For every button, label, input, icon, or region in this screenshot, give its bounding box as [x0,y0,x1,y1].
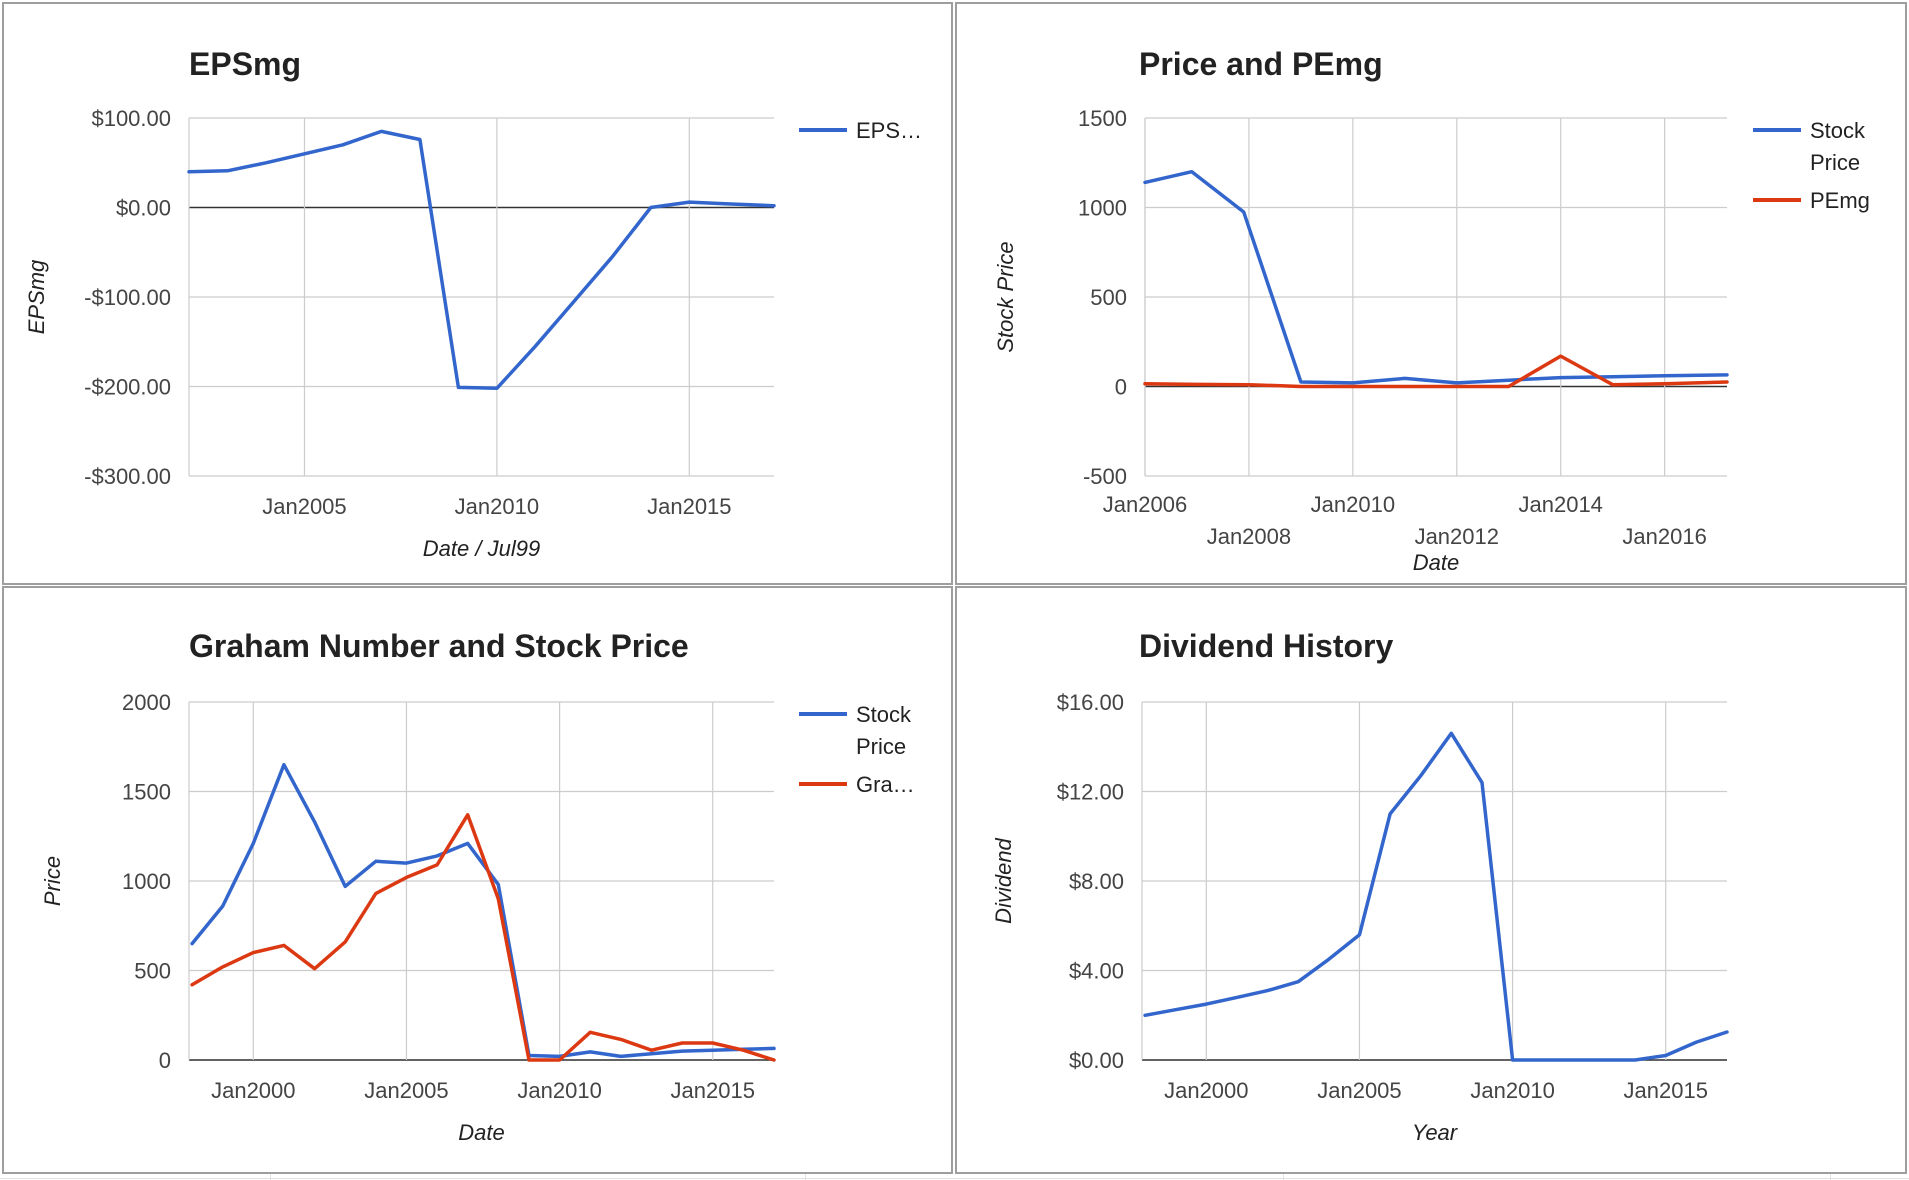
x-tick-label: Jan2015 [671,1078,755,1103]
y-tick-label: $8.00 [1069,869,1124,894]
y-tick-label: 1000 [122,869,171,894]
x-tick-label: Jan2010 [517,1078,601,1103]
chart-title: Dividend History [1139,628,1394,664]
series-line-0 [1143,169,1729,385]
x-tick-label: Jan2010 [455,494,539,519]
chart-price-pemg-plot: -500 0 500 1000 1500 Jan2006 Jan2008 Jan2010 Jan… [993,106,1870,575]
x-axis-title: Year [1412,1120,1459,1145]
x-tick-label: Jan2008 [1207,524,1291,549]
y-tick-label: $100.00 [91,106,171,131]
y-tick-label: $4.00 [1069,959,1124,984]
y-axis-title: Stock Price [993,241,1018,352]
chart-epsmg[interactable]: EPSmg -$300.00 -$200.00 -$100.00 $0.00 $100.… [2,2,953,585]
series-line-0 [190,762,776,1059]
y-tick-label: -$300.00 [84,464,171,489]
legend-label: Gra… [856,772,915,797]
y-tick-label: 0 [1115,375,1127,400]
x-tick-label: Jan2015 [647,494,731,519]
chart-dividend-history[interactable]: Dividend History $0.00 $4.00 $8.00 $12.00 $1… [955,586,1907,1174]
y-tick-label: $12.00 [1057,780,1124,805]
y-tick-label: 1000 [1078,196,1127,221]
chart-title: Graham Number and Stock Price [189,628,689,664]
x-tick-label: Jan2015 [1624,1078,1708,1103]
x-tick-label: Jan2010 [1470,1078,1554,1103]
x-axis-title: Date [458,1120,504,1145]
series-line-0 [187,129,776,391]
chart-price-and-pemg[interactable]: Price and PEmg -500 0 500 1000 1500 Jan2006 Ja… [955,2,1907,585]
y-tick-label: 1500 [1078,106,1127,131]
chart-epsmg-plot: -$300.00 -$200.00 -$100.00 $0.00 $100.00 Jan2… [24,106,922,561]
x-tick-label: Jan2000 [211,1078,295,1103]
x-tick-label: Jan2000 [1164,1078,1248,1103]
y-tick-label: 500 [134,959,171,984]
sheet-column-line [270,1170,271,1180]
legend-label: Stock [1810,118,1866,143]
y-tick-label: 500 [1090,285,1127,310]
y-tick-label: 1500 [122,780,171,805]
y-tick-label: $16.00 [1057,690,1124,715]
y-tick-label: -$200.00 [84,375,171,400]
x-tick-label: Jan2005 [364,1078,448,1103]
y-axis-title: Price [40,856,65,906]
sheet-column-line [1830,1170,1831,1180]
chart-title: EPSmg [189,46,302,82]
series-line-1 [1143,354,1729,389]
series-line-0 [1143,731,1729,1062]
x-tick-label: Jan2005 [1317,1078,1401,1103]
series-line-1 [190,813,776,1062]
y-tick-label: -500 [1083,464,1127,489]
y-axis-title: Dividend [991,837,1016,923]
sheet-row-line [0,1178,1909,1179]
y-axis-title: EPSmg [24,259,49,334]
y-tick-label: $0.00 [1069,1048,1124,1073]
x-tick-label: Jan2010 [1311,492,1395,517]
legend-label: PEmg [1810,188,1870,213]
sheet-column-line [805,1170,806,1180]
chart-title: Price and PEmg [1139,46,1383,82]
sheet-column-line [1283,1170,1284,1180]
y-tick-label: 0 [159,1048,171,1073]
x-tick-label: Jan2012 [1415,524,1499,549]
legend-label: Price [1810,150,1860,175]
legend-label: Stock [856,702,912,727]
x-tick-label: Jan2016 [1622,524,1706,549]
x-axis-title: Date [1413,550,1459,575]
x-tick-label: Jan2006 [1103,492,1187,517]
chart-graham-plot: 0 500 1000 1500 2000 Jan2000 Jan2005 Jan2010 Jan… [40,690,915,1145]
chart-dividend-plot: $0.00 $4.00 $8.00 $12.00 $16.00 Jan2000 Jan200… [991,690,1729,1145]
y-tick-label: 2000 [122,690,171,715]
x-tick-label: Jan2005 [262,494,346,519]
x-tick-label: Jan2014 [1519,492,1603,517]
x-axis-title: Date / Jul99 [423,536,540,561]
y-tick-label: $0.00 [116,196,171,221]
legend-label: EPS… [856,118,922,143]
y-tick-label: -$100.00 [84,285,171,310]
legend-label: Price [856,734,906,759]
chart-graham-number[interactable]: Graham Number and Stock Price 0 500 1000 15… [2,586,953,1174]
